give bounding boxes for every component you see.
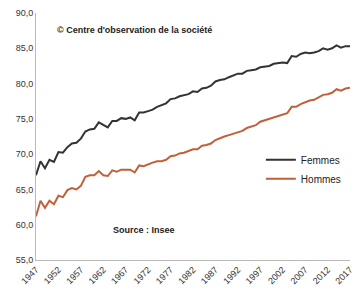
svg-text:90,0: 90,0 xyxy=(16,8,34,18)
svg-text:Source : Insee: Source : Insee xyxy=(113,225,175,235)
svg-text:75,0: 75,0 xyxy=(16,114,34,124)
svg-text:2007: 2007 xyxy=(289,265,310,286)
svg-text:1947: 1947 xyxy=(19,265,40,286)
svg-text:1962: 1962 xyxy=(87,265,108,286)
svg-text:© Centre d'observation de la s: © Centre d'observation de la société xyxy=(57,25,212,35)
svg-text:1977: 1977 xyxy=(154,265,175,286)
svg-text:1972: 1972 xyxy=(132,265,153,286)
svg-text:1997: 1997 xyxy=(244,265,265,286)
svg-text:55,0: 55,0 xyxy=(16,255,34,265)
svg-text:85,0: 85,0 xyxy=(16,43,34,53)
svg-text:Femmes: Femmes xyxy=(301,155,340,166)
svg-text:80,0: 80,0 xyxy=(16,79,34,89)
svg-text:1987: 1987 xyxy=(199,265,220,286)
svg-text:65,0: 65,0 xyxy=(16,185,34,195)
svg-text:1952: 1952 xyxy=(42,265,63,286)
svg-text:2017: 2017 xyxy=(333,265,354,286)
svg-text:70,0: 70,0 xyxy=(16,149,34,159)
svg-text:60,0: 60,0 xyxy=(16,220,34,230)
svg-text:Hommes: Hommes xyxy=(301,174,341,185)
svg-text:1957: 1957 xyxy=(64,265,85,286)
svg-text:2012: 2012 xyxy=(311,265,332,286)
svg-text:1992: 1992 xyxy=(221,265,242,286)
svg-text:1982: 1982 xyxy=(176,265,197,286)
svg-text:1967: 1967 xyxy=(109,265,130,286)
svg-text:2002: 2002 xyxy=(266,265,287,286)
